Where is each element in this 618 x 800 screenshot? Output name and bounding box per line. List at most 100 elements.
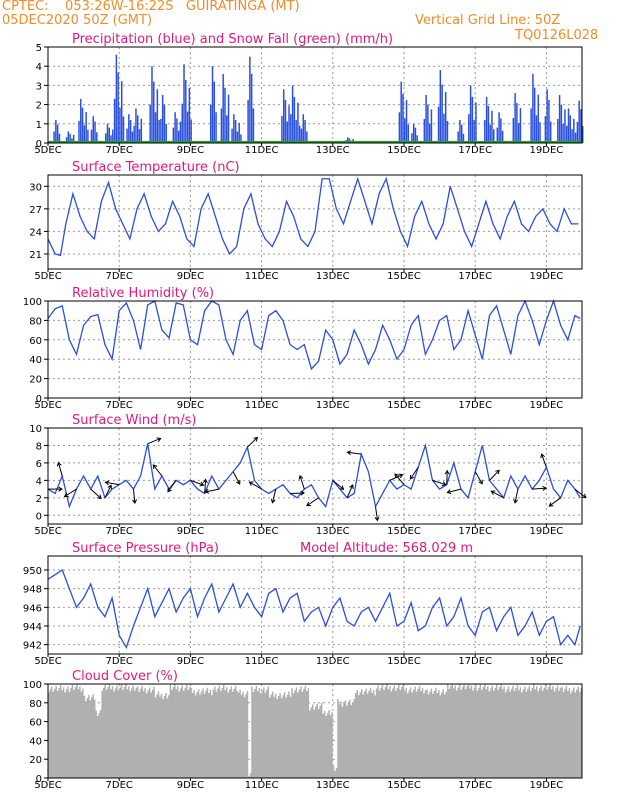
y-tick-label: 30: [29, 182, 42, 193]
precip-bar: [546, 89, 548, 143]
x-tick-label: 9DEC: [177, 145, 204, 156]
precip-bar: [226, 115, 228, 143]
x-tick-label: 19DEC: [530, 145, 564, 156]
precip-bar: [247, 99, 249, 143]
precip-bar: [65, 137, 68, 143]
x-tick-label: 7DEC: [106, 656, 133, 667]
x-tick-label: 17DEC: [458, 656, 492, 667]
y-tick-label: 8: [36, 441, 42, 452]
precip-bar: [137, 115, 139, 143]
wind-arrow: [574, 488, 587, 499]
wind-arrow-head: [248, 481, 254, 486]
wind-arrow-head: [270, 498, 276, 504]
panel-annotation: Model Altitude: 568.029 m: [300, 541, 473, 556]
y-tick-label: 2: [36, 101, 42, 112]
precip-bar: [530, 108, 532, 143]
precip-bar: [90, 129, 93, 143]
x-tick-label: 7DEC: [106, 526, 133, 537]
x-tick-label: 19DEC: [530, 271, 564, 282]
precip-bar: [300, 128, 303, 143]
precip-bar: [293, 96, 296, 143]
y-tick-label: 950: [23, 566, 42, 577]
x-tick-label: 19DEC: [530, 526, 564, 537]
y-tick-label: 100: [23, 680, 42, 691]
precip-bar: [423, 119, 426, 143]
y-tick-label: 944: [23, 622, 42, 633]
precip-bar: [236, 131, 239, 143]
precip-bar: [284, 99, 287, 143]
wind-arrow: [432, 479, 446, 486]
precip-bar: [163, 104, 166, 143]
precip-bar: [140, 118, 143, 143]
panel-frame: [47, 555, 583, 655]
y-tick-label: 40: [29, 355, 42, 366]
precip-bar: [185, 80, 187, 143]
wind-arrow: [132, 489, 136, 504]
precip-bar: [176, 118, 178, 143]
precip-bar: [117, 72, 119, 143]
precip-bar: [402, 93, 404, 143]
precip-bar: [138, 129, 141, 143]
precip-bar: [96, 132, 98, 143]
precip-bar: [298, 125, 301, 143]
x-tick-label: 5DEC: [34, 656, 61, 667]
x-tick-label: 17DEC: [458, 271, 492, 282]
wind-arrow: [190, 479, 204, 486]
precip-bar: [126, 128, 128, 143]
precip-bar: [85, 112, 87, 143]
precip-bar: [439, 70, 442, 143]
precip-bar: [213, 81, 216, 143]
y-tick-label: 5: [36, 43, 42, 54]
precip-bar: [462, 133, 465, 143]
precip-bar: [104, 133, 107, 143]
precip-bar: [190, 119, 192, 143]
wind-arrow: [167, 480, 177, 492]
precip-bar: [115, 54, 118, 143]
x-tick-label: 5DEC: [34, 780, 61, 791]
x-tick-label: 5DEC: [34, 271, 61, 282]
precip-bar: [473, 119, 475, 143]
precip-bar: [288, 105, 290, 143]
x-tick-label: 11DEC: [245, 780, 279, 791]
precip-bar: [249, 56, 251, 143]
precip-bar: [233, 114, 235, 143]
precip-bar: [240, 134, 242, 143]
precip-bar: [425, 95, 427, 143]
y-tick-label: 80: [29, 316, 42, 327]
x-tick-label: 13DEC: [316, 656, 350, 667]
precip-bar: [295, 119, 297, 143]
precip-bar: [567, 108, 570, 143]
wind-arrow: [447, 488, 462, 493]
precip-bar: [211, 66, 214, 143]
wind-arrow-head: [300, 490, 306, 496]
precip-bar: [443, 113, 445, 143]
panel-frame: [47, 46, 583, 144]
wind-arrow: [299, 475, 305, 490]
precip-bar: [398, 112, 401, 143]
precip-bar: [564, 109, 566, 143]
precip-bar: [437, 106, 440, 143]
precip-bar: [557, 119, 559, 143]
wind-arrow: [147, 438, 161, 445]
precip-bar: [113, 98, 116, 143]
wind-arrow: [489, 469, 500, 481]
panel-title: Relative Humidity (%): [72, 286, 214, 301]
y-tick-label: 20: [29, 375, 42, 386]
precip-bar: [430, 109, 433, 143]
precip-bar: [110, 135, 112, 143]
precip-bar: [569, 115, 572, 143]
wind-arrow-head: [298, 474, 304, 480]
series-line: [47, 176, 579, 257]
precip-bar: [444, 91, 447, 143]
wind-arrow-head: [156, 437, 162, 442]
wind-arrow: [389, 474, 403, 481]
wind-arrow-head: [409, 474, 415, 480]
x-tick-label: 17DEC: [458, 400, 492, 411]
precip-bar: [154, 112, 157, 143]
precip-bar: [122, 116, 125, 143]
precip-bar: [489, 124, 491, 143]
precip-bar: [571, 129, 573, 143]
precip-bar: [428, 123, 431, 143]
wind-arrow-head: [167, 487, 172, 493]
precip-bar: [302, 114, 305, 143]
